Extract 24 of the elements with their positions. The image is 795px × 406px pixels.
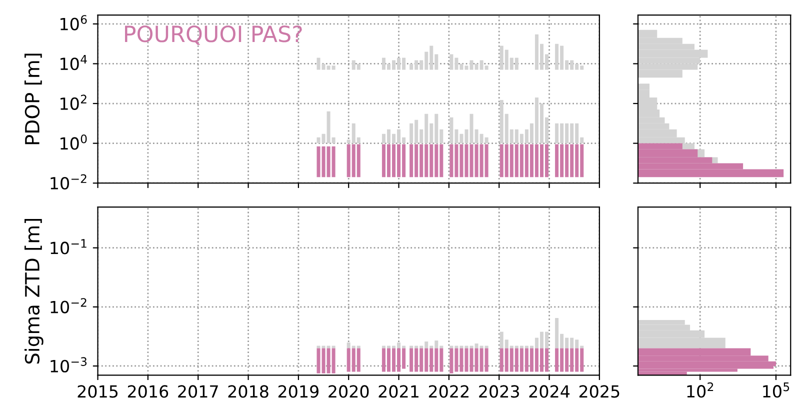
y-tick-label: 10$^{0}$ [60, 134, 87, 150]
x-tick-label: 2015 [78, 385, 118, 398]
y-tick-label: 10$^{−1}$ [50, 239, 86, 254]
y-tick-label: 10$^{6}$ [60, 15, 87, 30]
x-tick-label: 2024 [529, 385, 570, 398]
x-tick-label: 2022 [428, 385, 468, 398]
annotation: POURQUOI PAS? [125, 26, 302, 45]
y-axis-title: Sigma ZTD [m] [24, 218, 44, 364]
x-tick-label: 2021 [378, 385, 418, 398]
x-tick-label: 2018 [228, 385, 268, 398]
x-tick-label: 2025 [579, 385, 620, 398]
x-tick-label: 10$^{5}$ [763, 382, 790, 398]
x-tick-label: 2023 [479, 385, 519, 398]
y-tick-label: 10$^{−2}$ [50, 174, 86, 190]
x-tick-label: 2016 [128, 385, 168, 398]
y-tick-label: 10$^{2}$ [60, 94, 86, 110]
y-tick-label: 10$^{−2}$ [50, 298, 86, 314]
y-tick-label: 10$^{4}$ [60, 55, 87, 70]
y-axis-title: PDOP [m] [24, 54, 42, 144]
x-tick-label: 2019 [278, 385, 318, 398]
y-tick-label: 10$^{−3}$ [50, 357, 87, 372]
x-tick-label: 10$^{2}$ [687, 382, 714, 398]
x-tick-label: 2017 [178, 385, 218, 398]
x-tick-label: 2020 [328, 385, 369, 398]
